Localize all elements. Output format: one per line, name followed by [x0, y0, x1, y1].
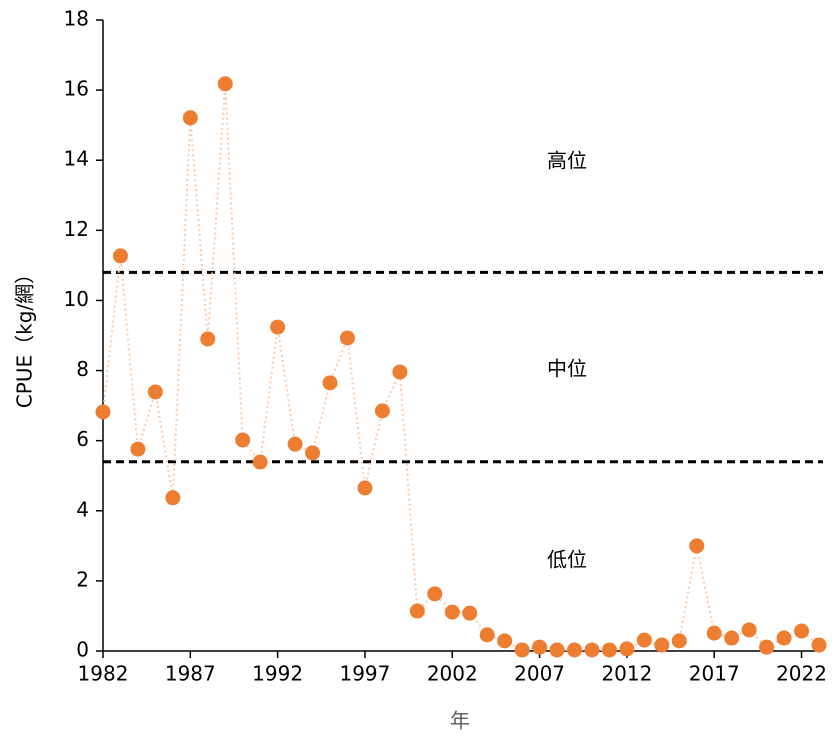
data-point	[182, 110, 198, 126]
x-tick-label: 2017	[689, 662, 740, 686]
x-tick-label: 2022	[776, 662, 827, 686]
y-tick-label: 6	[76, 427, 89, 451]
data-point	[130, 441, 146, 457]
y-tick-label: 10	[64, 287, 89, 311]
data-point	[305, 445, 321, 461]
data-point	[235, 432, 251, 448]
data-point	[689, 538, 705, 554]
data-point	[112, 248, 128, 264]
y-axis-label: CPUE（kg/網）	[13, 264, 37, 408]
data-point	[252, 454, 268, 470]
data-point	[357, 480, 373, 496]
data-point	[776, 630, 792, 646]
y-tick-label: 4	[76, 497, 89, 521]
zone-label: 高位	[547, 149, 587, 173]
zone-label: 中位	[547, 357, 587, 381]
data-point	[654, 637, 670, 653]
data-point	[724, 630, 740, 646]
data-point	[619, 641, 635, 657]
data-point	[95, 404, 111, 420]
data-point	[636, 632, 652, 648]
y-tick-label: 14	[64, 147, 89, 171]
x-axis-label: 年	[450, 709, 470, 733]
data-point	[462, 605, 478, 621]
x-tick-label: 1997	[339, 662, 390, 686]
y-tick-label: 12	[64, 217, 89, 241]
y-tick-label: 18	[64, 7, 89, 31]
data-point	[217, 76, 233, 92]
x-tick-label: 1982	[78, 662, 129, 686]
x-tick-label: 2002	[427, 662, 478, 686]
data-point	[532, 639, 548, 655]
x-tick-label: 2007	[514, 662, 565, 686]
y-tick-label: 8	[76, 357, 89, 381]
data-point	[427, 586, 443, 602]
data-point	[409, 603, 425, 619]
data-point	[706, 625, 722, 641]
data-point	[200, 331, 216, 347]
data-point	[287, 436, 303, 452]
data-point	[514, 642, 530, 658]
data-point	[444, 604, 460, 620]
data-point	[567, 642, 583, 658]
data-point	[549, 642, 565, 658]
data-point	[741, 622, 757, 638]
y-tick-label: 2	[76, 567, 89, 591]
data-point	[374, 403, 390, 419]
data-point	[671, 633, 687, 649]
zone-label: 低位	[547, 548, 587, 572]
data-point	[339, 330, 355, 346]
x-tick-label: 1987	[165, 662, 216, 686]
data-point	[759, 639, 775, 655]
data-point	[165, 490, 181, 506]
data-point	[270, 319, 286, 335]
y-tick-label: 0	[76, 638, 89, 662]
data-point	[322, 375, 338, 391]
y-tick-label: 16	[64, 77, 89, 101]
data-point	[584, 642, 600, 658]
connector-line	[102, 83, 820, 651]
data-point	[497, 633, 513, 649]
data-point	[147, 384, 163, 400]
x-tick-label: 2012	[601, 662, 652, 686]
data-point	[392, 364, 408, 380]
x-tick-label: 1992	[252, 662, 303, 686]
data-point	[479, 627, 495, 643]
data-point	[811, 637, 827, 653]
data-point	[794, 623, 810, 639]
data-point	[601, 642, 617, 658]
